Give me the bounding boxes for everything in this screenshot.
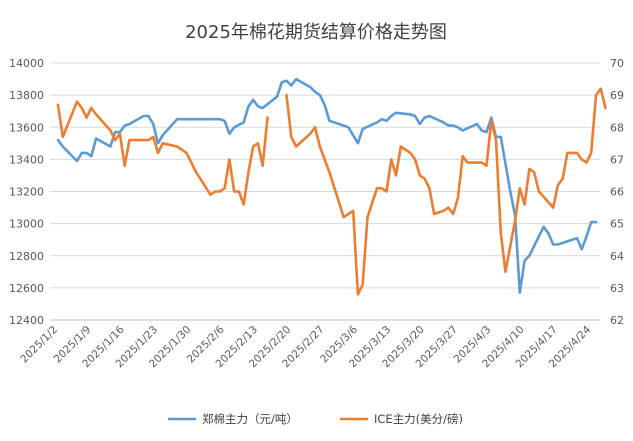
series-line-1 — [56, 100, 269, 206]
series-line-1 — [285, 87, 607, 296]
left-y-tick-label: 13800 — [9, 89, 44, 102]
legend-label: 郑棉主力（元/吨） — [202, 412, 298, 426]
right-y-tick-label: 66 — [610, 186, 624, 199]
left-y-tick-label: 12800 — [9, 250, 44, 263]
gridlines — [50, 62, 600, 321]
right-y-tick-label: 68 — [610, 121, 624, 134]
right-y-axis: 70 69 68 67 66 65 64 63 62 — [610, 57, 624, 327]
x-axis: 2025/1/22025/1/92025/1/162025/1/232025/1… — [18, 319, 600, 370]
series-lines — [56, 77, 607, 296]
legend-label: ICE主力(美分/磅) — [374, 412, 463, 426]
series-line-0 — [56, 77, 598, 295]
right-y-tick-label: 69 — [610, 89, 624, 102]
left-y-axis: 14000 13800 13600 13400 13200 13000 12800 12600… — [9, 57, 44, 327]
left-y-tick-label: 12400 — [9, 314, 44, 327]
chart-title: 2025年棉花期货结算价格走势图 — [185, 22, 447, 43]
right-y-tick-label: 63 — [610, 282, 624, 295]
left-y-tick-label: 13400 — [9, 153, 44, 166]
right-y-tick-label: 62 — [610, 314, 624, 327]
left-y-tick-label: 13600 — [9, 121, 44, 134]
left-y-tick-label: 12600 — [9, 282, 44, 295]
right-y-tick-label: 70 — [610, 57, 624, 70]
right-y-tick-label: 67 — [610, 153, 624, 166]
right-y-tick-label: 64 — [610, 250, 624, 263]
legend: 郑棉主力（元/吨） ICE主力(美分/磅) — [168, 412, 463, 426]
left-y-tick-label: 13000 — [9, 218, 44, 231]
left-y-tick-label: 14000 — [9, 57, 44, 70]
left-y-tick-label: 13200 — [9, 186, 44, 199]
right-y-tick-label: 65 — [610, 218, 624, 231]
